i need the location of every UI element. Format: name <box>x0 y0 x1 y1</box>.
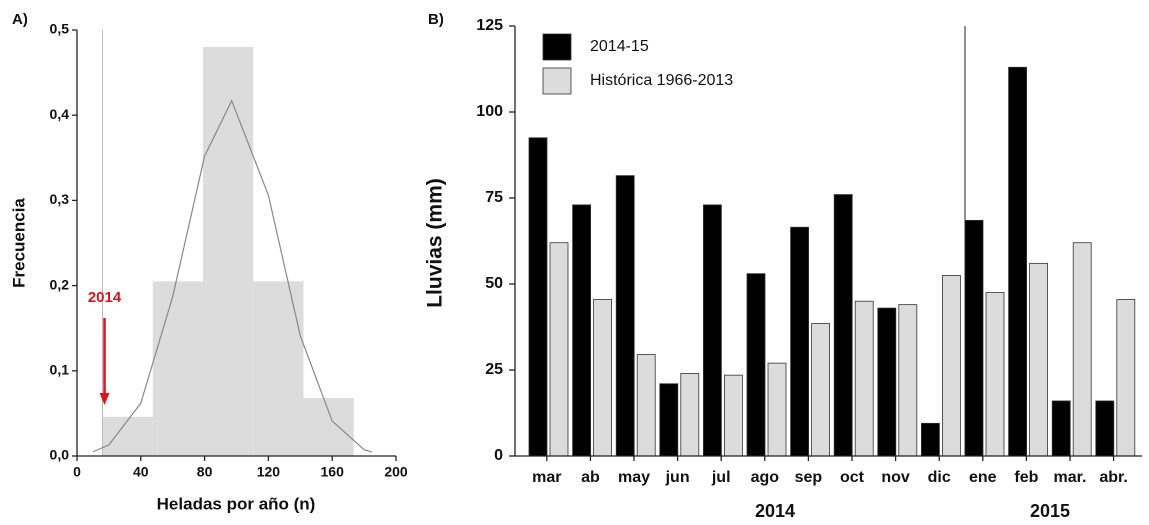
y-tick-label: 100 <box>476 103 503 120</box>
x-tick-label: mar. <box>1054 469 1087 486</box>
bar <box>703 204 722 457</box>
histogram-bar <box>152 281 204 456</box>
bar <box>811 323 830 457</box>
x-tick-label: may <box>618 469 650 486</box>
bar <box>985 292 1005 457</box>
y-tick-label: 0,5 <box>50 21 70 37</box>
x-tick-label: ene <box>969 469 997 486</box>
bar <box>636 354 656 457</box>
x-tick-label: 80 <box>197 464 213 480</box>
bar <box>724 374 743 457</box>
x-tick-label: 0 <box>73 464 81 480</box>
bar <box>615 175 635 457</box>
y-tick-label: 0,0 <box>50 447 70 463</box>
year-label: 2014 <box>755 501 795 521</box>
x-tick-label: nov <box>881 469 910 486</box>
y-tick-label: 50 <box>485 275 503 292</box>
bar <box>1116 299 1136 457</box>
year-label: 2015 <box>1030 501 1070 521</box>
legend-swatch <box>542 67 572 95</box>
panel-label: A) <box>12 11 28 28</box>
x-tick-label: 120 <box>257 464 281 480</box>
bar <box>1072 242 1092 457</box>
bar <box>898 304 918 457</box>
bar <box>921 422 940 457</box>
y-axis-label: Frecuencia <box>9 198 28 288</box>
y-tick-label: 75 <box>485 189 503 206</box>
y-tick-label: 25 <box>485 361 503 378</box>
bar <box>964 219 984 457</box>
annotation-arrowhead <box>99 393 110 405</box>
y-tick-label: 0,1 <box>50 362 70 378</box>
panel-label: B) <box>428 11 444 28</box>
y-tick-label: 0,4 <box>50 106 70 122</box>
y-tick-label: 125 <box>476 17 503 34</box>
x-axis-label: Heladas por año (n) <box>157 494 316 513</box>
x-tick-label: ab <box>581 469 600 486</box>
legend-swatch <box>542 33 572 61</box>
x-tick-label: abr. <box>1099 469 1127 486</box>
bar <box>1095 400 1115 457</box>
legend-label: 2014-15 <box>590 38 649 55</box>
bar <box>549 242 569 457</box>
legend-label: Histórica 1966-2013 <box>590 72 733 89</box>
histogram-bar <box>253 281 304 456</box>
x-tick-label: feb <box>1014 469 1038 486</box>
bar <box>854 300 874 457</box>
bar <box>790 226 809 457</box>
x-tick-label: mar <box>532 469 561 486</box>
bar <box>528 137 548 457</box>
annotation: 2014 <box>88 289 122 306</box>
bar <box>659 383 679 457</box>
bar <box>746 273 766 457</box>
bar <box>877 307 897 457</box>
bar <box>1029 262 1048 457</box>
x-tick-label: 40 <box>133 464 149 480</box>
x-tick-label: 160 <box>321 464 345 480</box>
bar <box>1051 400 1071 457</box>
normal-curve <box>92 99 373 453</box>
x-tick-label: sep <box>795 469 823 486</box>
bar <box>942 274 961 457</box>
histogram-bar <box>102 416 153 456</box>
bar <box>1008 66 1027 457</box>
bar <box>680 373 700 457</box>
histogram-bar <box>303 398 354 456</box>
x-tick-label: ago <box>751 469 780 486</box>
x-tick-label: dic <box>928 469 951 486</box>
x-tick-label: jul <box>711 469 731 486</box>
bar <box>833 194 853 457</box>
bar <box>767 362 787 457</box>
bar <box>593 299 612 457</box>
bar <box>572 204 591 457</box>
y-tick-label: 0,2 <box>50 276 70 292</box>
x-tick-label: oct <box>840 469 865 486</box>
x-tick-label: 200 <box>384 464 408 480</box>
histogram-bar <box>203 47 254 456</box>
y-tick-label: 0 <box>494 447 503 464</box>
y-axis-label: Lluvias (mm) <box>424 178 447 308</box>
x-tick-label: jun <box>665 469 690 486</box>
y-tick-label: 0,3 <box>50 191 70 207</box>
